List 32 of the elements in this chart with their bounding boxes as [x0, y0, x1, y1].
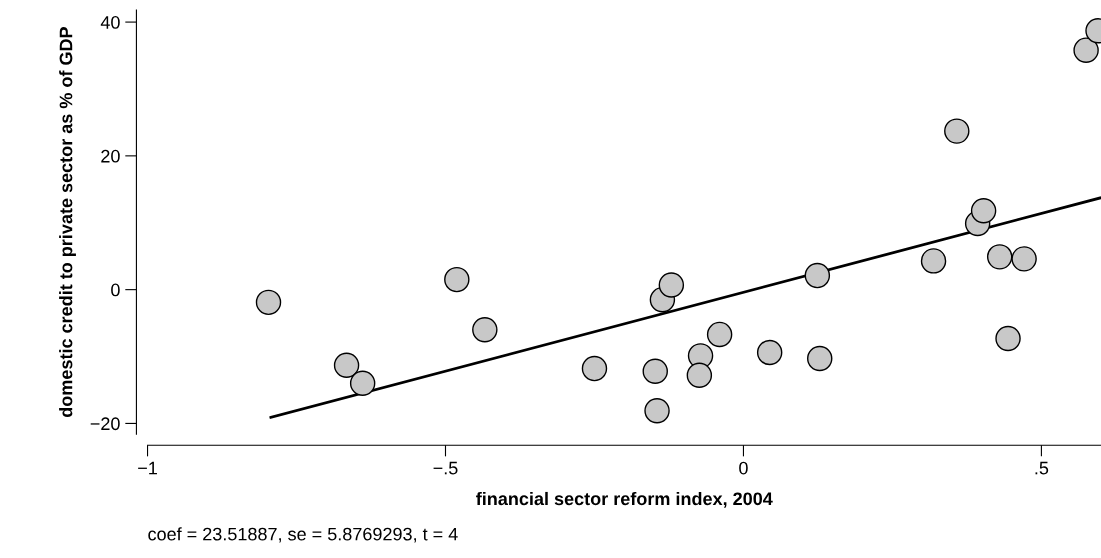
point [255, 289, 282, 316]
point [986, 244, 1013, 270]
point [804, 262, 831, 289]
x-tick-label: −.5 [433, 461, 458, 475]
point [1011, 246, 1037, 272]
y-tick-label: 20 [101, 149, 120, 163]
point [658, 272, 685, 298]
x-tick-label: .5 [1035, 461, 1049, 475]
point [970, 197, 997, 224]
point [920, 248, 947, 274]
point [1073, 37, 1099, 63]
y-tick-label: 0 [111, 283, 120, 297]
x-tick-label: −1 [138, 461, 157, 475]
x-axis-title: financial sector reform index, 2004 [476, 491, 773, 508]
point [349, 370, 376, 397]
y-tick-label: −20 [90, 417, 120, 431]
point [706, 321, 733, 348]
text: coef = 23.51887, se = 5.8769293, t = 4 [148, 527, 458, 543]
point [756, 339, 783, 366]
point [995, 325, 1021, 352]
point [333, 352, 360, 378]
y-axis-title: domestic credit to private sector as % of GDP [59, 27, 76, 417]
point [807, 345, 833, 372]
point [472, 317, 498, 343]
point [944, 118, 970, 144]
point [644, 397, 670, 424]
point [642, 358, 668, 384]
point [444, 266, 470, 293]
y-tick-label: 40 [100, 16, 120, 29]
point [581, 355, 608, 382]
x-tick-label: 0 [739, 461, 748, 475]
point [686, 362, 713, 388]
